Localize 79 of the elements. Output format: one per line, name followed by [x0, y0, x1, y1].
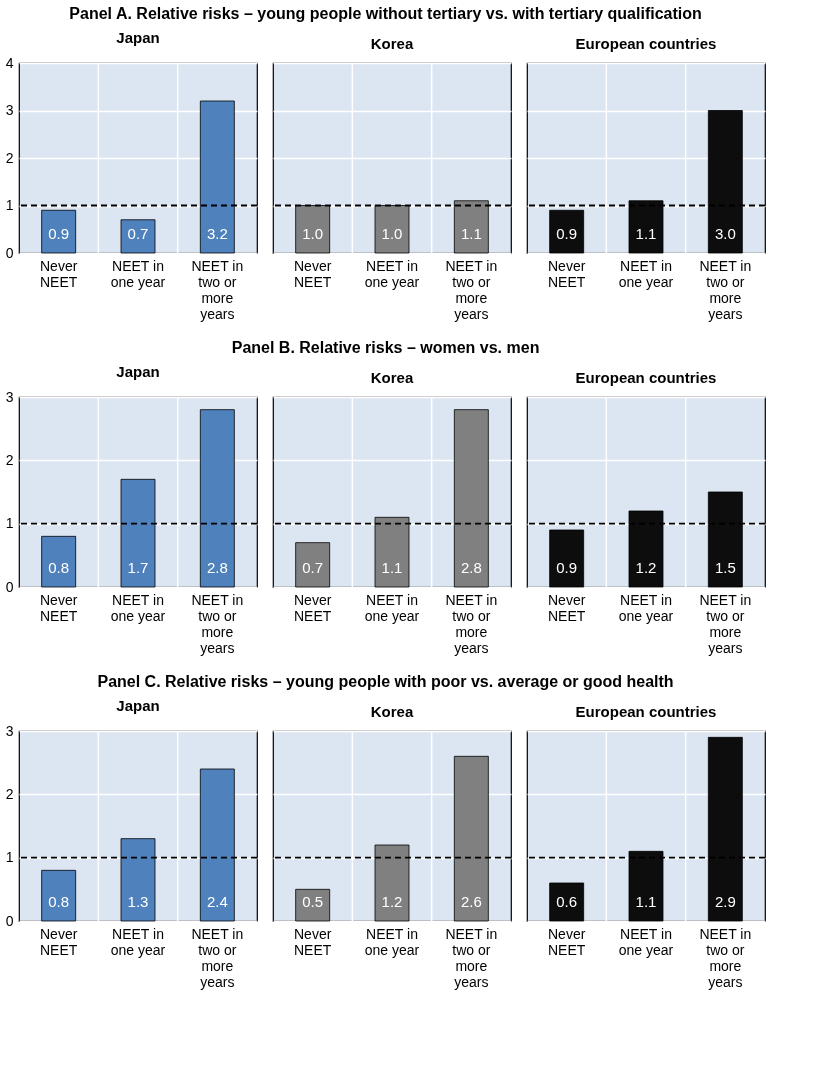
chart-title: European countries — [575, 35, 717, 53]
y-tick-label: 0 — [5, 912, 14, 929]
x-tick-label: NEET in one year — [364, 591, 420, 624]
y-tick-label: 3 — [5, 722, 14, 739]
data-label: 2.4 — [206, 893, 228, 910]
x-tick-label: NEET in one year — [618, 925, 674, 958]
x-tick-label: NEET in two or more years — [445, 591, 498, 656]
x-tick-label: NEET in two or more years — [191, 257, 244, 322]
data-label: 0.8 — [48, 893, 70, 910]
data-label: 0.6 — [556, 893, 578, 910]
x-tick-label: NEET in two or more years — [191, 925, 244, 990]
data-label: 2.6 — [460, 893, 482, 910]
y-tick-label: 2 — [5, 785, 14, 802]
data-label: 0.7 — [127, 225, 149, 242]
data-label: 1.0 — [381, 225, 403, 242]
x-tick-label: NEET in one year — [618, 591, 674, 624]
y-tick-label: 0 — [5, 578, 14, 595]
chart-title: Korea — [370, 703, 414, 721]
y-tick-label: 3 — [5, 388, 14, 405]
data-label: 1.2 — [635, 559, 657, 576]
chart-title: Japan — [116, 363, 160, 380]
x-tick-label: Never NEET — [293, 591, 332, 624]
data-label: 1.1 — [381, 559, 403, 576]
y-tick-label: 1 — [5, 197, 14, 213]
x-tick-label: NEET in one year — [618, 257, 674, 290]
x-tick-label: Never NEET — [39, 257, 78, 290]
y-tick-label: 0 — [5, 244, 14, 261]
data-label: 0.8 — [48, 559, 70, 576]
data-label: 1.5 — [714, 559, 736, 576]
text: Panel C. Relative risks – young people with poor vs. average or good health — [97, 673, 674, 691]
x-tick-label: NEET in two or more years — [191, 591, 244, 656]
data-label: 1.3 — [127, 893, 149, 910]
data-label: 3.0 — [714, 225, 736, 242]
chart-title: Japan — [116, 697, 160, 714]
y-tick-label: 4 — [5, 54, 14, 71]
data-label: 1.1 — [635, 225, 657, 242]
x-tick-label: NEET in two or more years — [445, 257, 498, 322]
data-label: 0.5 — [302, 893, 324, 910]
x-tick-label: NEET in one year — [364, 257, 420, 290]
x-tick-label: NEET in one year — [110, 925, 166, 958]
data-label: 2.8 — [460, 559, 482, 576]
data-label: 2.9 — [714, 893, 736, 910]
x-tick-label: Never NEET — [293, 257, 332, 290]
data-label: 1.1 — [460, 225, 482, 242]
data-label: 1.0 — [302, 225, 324, 242]
text: Panel A. Relative risks – young people without tertiary vs. with tertiary qualification — [69, 5, 702, 23]
chart-title: European countries — [575, 703, 717, 721]
x-tick-label: NEET in two or more years — [445, 925, 498, 990]
data-label: 1.1 — [635, 893, 657, 910]
text: Panel B. Relative risks – women vs. men — [231, 339, 540, 357]
data-label: 0.9 — [48, 225, 70, 242]
chart-title: European countries — [575, 369, 717, 387]
y-tick-label: 2 — [5, 451, 14, 468]
y-tick-label: 2 — [5, 149, 14, 166]
x-tick-label: Never NEET — [293, 925, 332, 958]
y-tick-label: 3 — [5, 102, 14, 118]
x-tick-label: NEET in one year — [364, 925, 420, 958]
data-label: 1.2 — [381, 893, 403, 910]
chart-title: Korea — [370, 35, 414, 53]
x-tick-label: Never NEET — [39, 925, 78, 958]
data-label: 0.9 — [556, 225, 578, 242]
data-label: 0.7 — [302, 559, 324, 576]
x-tick-label: NEET in one year — [110, 591, 166, 624]
x-tick-label: Never NEET — [547, 925, 586, 958]
y-tick-label: 1 — [5, 515, 14, 532]
x-tick-label: NEET in one year — [110, 257, 166, 290]
y-tick-label: 1 — [5, 849, 14, 866]
x-tick-label: NEET in two or more years — [699, 591, 752, 656]
data-label: 0.9 — [556, 559, 578, 576]
data-label: 1.7 — [127, 559, 149, 576]
x-tick-label: Never NEET — [547, 257, 586, 290]
x-tick-label: Never NEET — [39, 591, 78, 624]
data-label: 3.2 — [206, 225, 228, 242]
data-label: 2.8 — [206, 559, 228, 576]
x-tick-label: NEET in two or more years — [699, 925, 752, 990]
chart-title: Japan — [116, 29, 160, 46]
chart-title: Korea — [370, 369, 414, 387]
x-tick-label: Never NEET — [547, 591, 586, 624]
x-tick-label: NEET in two or more years — [699, 257, 752, 322]
